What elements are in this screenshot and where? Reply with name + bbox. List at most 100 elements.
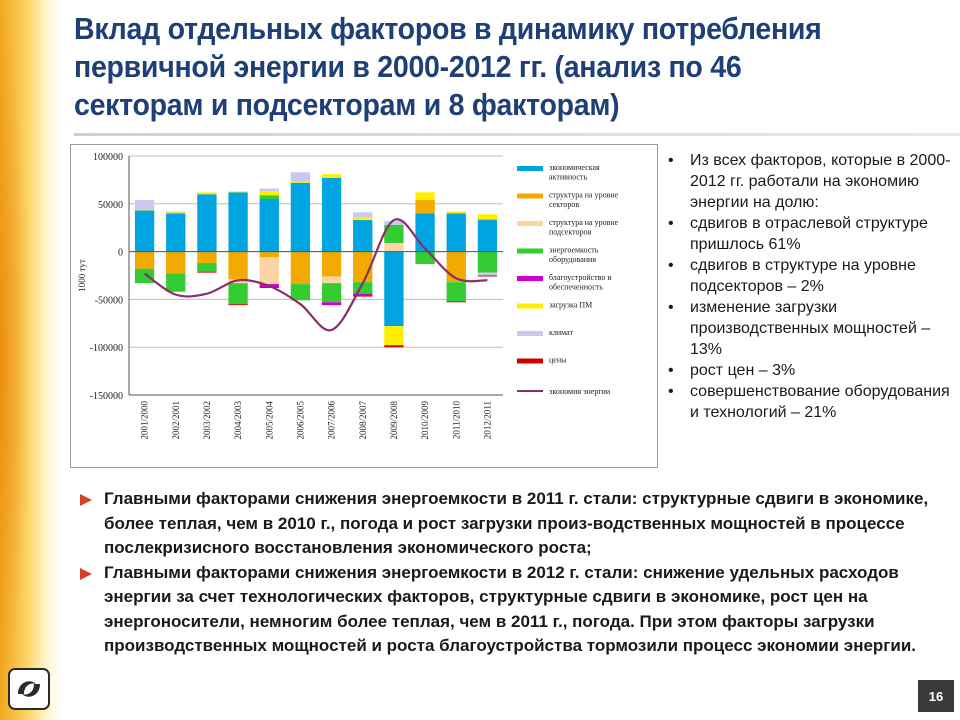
bullet-item: рост цен – 3%: [666, 360, 956, 381]
x-tick-label: 2008/2007: [358, 401, 368, 440]
bar-segment: [166, 213, 186, 252]
arrow-bullet-icon: [80, 494, 92, 506]
bar-segment: [384, 345, 404, 348]
legend-label: экономическая активность: [549, 163, 600, 182]
bar-segment: [353, 212, 373, 218]
bar-segment: [446, 301, 466, 303]
bullet-item: Из всех факторов, которые в 2000-2012 гг…: [666, 150, 956, 213]
x-tick-label: 2001/2000: [140, 401, 150, 440]
bar-segment: [197, 251, 217, 264]
legend-label: энергоемкость оборудования: [549, 246, 599, 265]
page-number-badge: 16: [918, 680, 954, 712]
bar-segment: [290, 251, 311, 285]
y-tick-label: -150000: [90, 391, 123, 402]
summary-bullet-list: Из всех факторов, которые в 2000-2012 гг…: [666, 150, 956, 423]
bar-segment: [166, 273, 186, 292]
title-divider: [74, 133, 960, 136]
conclusion-item: Главными факторами снижения энергоемкост…: [80, 487, 942, 561]
conclusion-text: Главными факторами снижения энергоемкост…: [104, 489, 929, 557]
bar-segment: [321, 174, 342, 178]
bar-segment: [415, 213, 435, 252]
x-tick-label: 2010/2009: [420, 401, 430, 440]
x-tick-label: 2006/2005: [295, 401, 305, 440]
legend-swatch: [517, 358, 543, 364]
bar-segment: [259, 251, 279, 258]
bar-segment: [197, 192, 217, 195]
bar-segment: [321, 283, 342, 303]
bar-segment: [290, 181, 311, 183]
bar-segment: [321, 302, 342, 306]
y-tick-label: 50000: [98, 200, 123, 211]
bar-segment: [477, 275, 498, 277]
chart-frame: 100000 50000 0 -50000 -100000 -150000 1000 тут…: [70, 144, 658, 468]
bar-segment: [384, 242, 404, 252]
legend-label: цены: [549, 356, 567, 365]
bar-segment: [321, 177, 342, 252]
bar-segment: [321, 251, 342, 277]
bar-segment: [477, 251, 498, 273]
legend-swatch: [517, 166, 543, 171]
bar-segment: [353, 282, 373, 294]
legend-label: экономия энергии: [549, 387, 611, 396]
bar-segment: [446, 282, 466, 302]
x-tick-label: 2004/2003: [233, 401, 243, 440]
bar-segment: [353, 295, 373, 297]
x-tick-label: 2009/2008: [389, 401, 399, 440]
conclusion-item: Главными факторами снижения энергоемкост…: [80, 561, 942, 659]
bar-segment: [228, 304, 248, 306]
bullet-item: совершенствование оборудования и техноло…: [666, 381, 956, 423]
legend-swatch: [517, 248, 543, 254]
y-tick-label: -100000: [90, 343, 123, 354]
bar-segment: [134, 199, 155, 210]
bar-segment: [446, 213, 466, 252]
x-tick-label: 2007/2006: [327, 401, 337, 440]
energy-factors-chart: 100000 50000 0 -50000 -100000 -150000 1000 тут…: [77, 152, 619, 440]
bar-segment: [290, 182, 311, 252]
bar-segment: [197, 263, 217, 272]
bar-segment: [477, 272, 498, 276]
bar-segment: [353, 220, 373, 252]
bar-segment: [415, 251, 435, 265]
bar-segment: [384, 224, 404, 243]
bar-segment: [134, 209, 155, 211]
y-tick-label: -50000: [95, 295, 123, 306]
bar-segment: [415, 192, 435, 200]
bar-segment: [415, 199, 435, 214]
legend-label: климат: [549, 328, 574, 337]
bullet-item: сдвигов в структуре на уровне подсекторо…: [666, 255, 956, 297]
bar-segment: [290, 172, 311, 182]
bar-segment: [353, 293, 373, 296]
chart-legend: экономическая активность структура на уров…: [517, 163, 619, 396]
bar-segment: [197, 194, 217, 252]
bar-segment: [259, 188, 279, 192]
bar-segment: [477, 220, 498, 252]
bar-segment: [134, 251, 155, 269]
arrow-bullet-icon: [80, 567, 92, 580]
bar-segment: [228, 191, 248, 193]
bar-segment: [477, 214, 498, 220]
slide-title: Вклад отдельных факторов в динамику потр…: [74, 11, 822, 122]
bar-segment: [228, 251, 248, 280]
x-tick-label: 2005/2004: [264, 401, 274, 440]
y-tick-label: 0: [118, 248, 123, 259]
legend-swatch: [517, 303, 543, 309]
organization-logo-icon: [8, 668, 50, 710]
bullet-item: изменение загрузки производственных мощн…: [666, 297, 956, 360]
y-axis-label: 1000 тут: [77, 259, 87, 292]
bar-segment: [290, 284, 311, 301]
x-tick-label: 2002/2001: [171, 401, 181, 440]
chart-line-layer: [143, 218, 488, 332]
conclusion-text: Главными факторами снижения энергоемкост…: [104, 562, 917, 656]
bar-segment: [321, 276, 342, 284]
x-tick-label: 2011/2010: [451, 401, 461, 440]
bar-segment: [134, 268, 155, 284]
bar-segment: [259, 195, 279, 200]
bar-segment: [166, 251, 186, 274]
x-tick-label: 2012/2011: [482, 401, 492, 439]
x-tick-label: 2003/2002: [202, 401, 212, 440]
bar-segment: [384, 251, 404, 327]
chart-bars: [134, 172, 498, 348]
bar-segment: [477, 219, 498, 221]
decorative-side-bar: [0, 0, 62, 720]
bar-segment: [228, 192, 248, 252]
